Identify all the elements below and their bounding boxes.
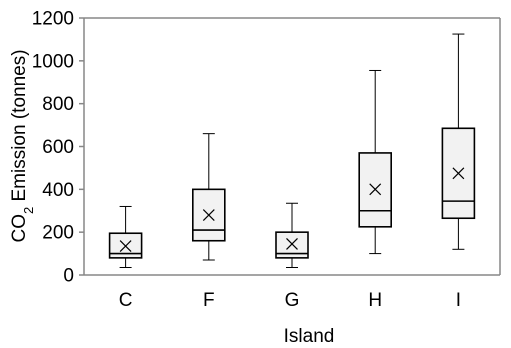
y-tick-label: 1200	[32, 9, 74, 30]
y-axis-title-suffix: Emission (tonnes)	[9, 49, 30, 206]
mean-marker-stroke	[452, 167, 465, 180]
x-tick-label: G	[285, 290, 300, 311]
x-tick-label: I	[456, 290, 461, 311]
mean-marker	[369, 183, 382, 196]
mean-marker-stroke	[202, 209, 215, 221]
mean-marker	[119, 240, 132, 253]
y-tick-label: 400	[42, 180, 74, 201]
y-axis-title-subscript: 2	[21, 207, 36, 214]
box-group-I	[441, 33, 476, 250]
y-axis-title-prefix: CO	[9, 214, 30, 243]
box-group-H	[358, 69, 393, 255]
y-tick-label: 200	[42, 223, 74, 244]
iqr-box	[192, 188, 226, 242]
x-tick-label: F	[203, 290, 215, 311]
mean-marker-stroke	[286, 238, 298, 250]
mean-marker-stroke	[119, 240, 132, 253]
box-group-G	[275, 202, 309, 269]
x-tick-label: H	[368, 290, 382, 311]
axes	[79, 17, 501, 276]
box-group-C	[108, 205, 143, 269]
mean-marker	[202, 209, 215, 221]
x-axis-title: Island	[284, 326, 335, 347]
y-tick-label: 600	[42, 137, 74, 158]
box-group-F	[192, 133, 226, 261]
box-series	[108, 33, 476, 269]
mean-marker	[452, 167, 465, 180]
x-tick-label: C	[119, 290, 133, 311]
y-tick-label: 0	[63, 266, 74, 287]
y-axis-title: CO2 Emission (tonnes)	[9, 49, 36, 242]
mean-marker-stroke	[369, 183, 382, 196]
mean-marker	[286, 238, 298, 250]
y-tick-label: 800	[42, 94, 74, 115]
y-tick-label: 1000	[32, 51, 74, 72]
labels: Island CO2 Emission (tonnes) 0 200 400 600 8…	[9, 9, 461, 348]
